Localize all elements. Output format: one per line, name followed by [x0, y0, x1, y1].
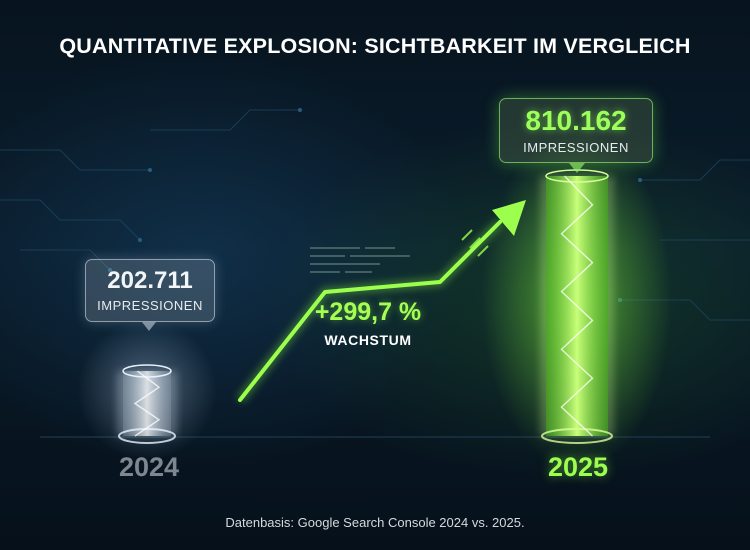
bar-2024 — [123, 371, 171, 436]
bar-2025-base-ring — [541, 428, 613, 444]
bar-2024-base-ring — [118, 428, 176, 444]
unit-label-2024: IMPRESSIONEN — [97, 298, 203, 313]
growth-label: WACHSTUM — [324, 332, 412, 348]
code-lines — [310, 247, 410, 273]
callout-2025: 810.162 IMPRESSIONEN — [499, 98, 653, 163]
callout-2024-pointer — [142, 322, 156, 331]
floor-line — [40, 436, 710, 438]
footnote: Datenbasis: Google Search Console 2024 v… — [225, 515, 525, 530]
chart-title: QUANTITATIVE EXPLOSION: SICHTBARKEIT IM … — [59, 34, 691, 58]
growth-value: +299,7 % — [314, 298, 422, 326]
bar-2024-top-cap — [122, 364, 172, 378]
bar-2025-lightning — [560, 175, 594, 437]
growth-arrow — [236, 200, 526, 403]
callout-2024: 202.711 IMPRESSIONEN — [85, 259, 215, 322]
unit-label-2025: IMPRESSIONEN — [523, 140, 629, 155]
value-label-2024: 202.711 — [107, 267, 193, 294]
category-label-2025: 2025 — [547, 452, 609, 482]
bar-2024-lightning — [133, 370, 161, 437]
value-label-2025: 810.162 — [525, 105, 627, 136]
category-label-2024: 2024 — [118, 452, 180, 482]
callout-2025-pointer — [569, 163, 585, 173]
